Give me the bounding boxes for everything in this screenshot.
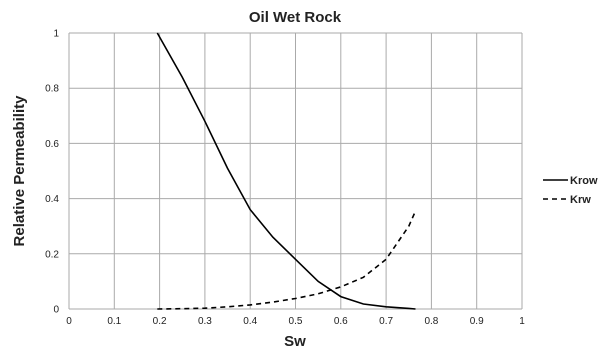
series-line-krw (157, 210, 417, 310)
y-tick-label: 0.4 (45, 194, 59, 205)
legend-label-krow: Krow (570, 175, 598, 187)
x-tick-label: 0.2 (153, 316, 167, 327)
y-tick-labels: 0 0.2 0.4 0.6 0.8 1 (45, 29, 59, 316)
x-tick-label: 1 (519, 316, 525, 327)
chart-legend: Krow Krw (543, 175, 598, 206)
y-tick-label: 1 (53, 29, 59, 40)
chart-title: Oil Wet Rock (249, 9, 342, 26)
x-tick-labels: 0 0.1 0.2 0.3 0.4 0.5 0.6 0.7 0.8 0.9 1 (66, 316, 525, 327)
x-tick-label: 0.8 (424, 316, 438, 327)
x-tick-label: 0 (66, 316, 72, 327)
chart-series (156, 32, 417, 310)
x-tick-label: 0.5 (289, 316, 303, 327)
y-tick-label: 0 (53, 305, 59, 316)
x-tick-label: 0.6 (334, 316, 348, 327)
y-axis-title: Relative Permeability (11, 95, 28, 247)
x-tick-label: 0.4 (243, 316, 257, 327)
y-tick-label: 0.6 (45, 139, 59, 150)
x-axis-title: Sw (284, 333, 306, 349)
x-tick-label: 0.7 (379, 316, 393, 327)
x-tick-label: 0.1 (107, 316, 121, 327)
series-line-krow (156, 32, 416, 310)
y-tick-label: 0.2 (45, 249, 59, 260)
x-tick-label: 0.3 (198, 316, 212, 327)
x-tick-label: 0.9 (470, 316, 484, 327)
y-tick-label: 0.8 (45, 84, 59, 95)
chart-grid (68, 32, 523, 310)
legend-label-krw: Krw (570, 194, 591, 206)
